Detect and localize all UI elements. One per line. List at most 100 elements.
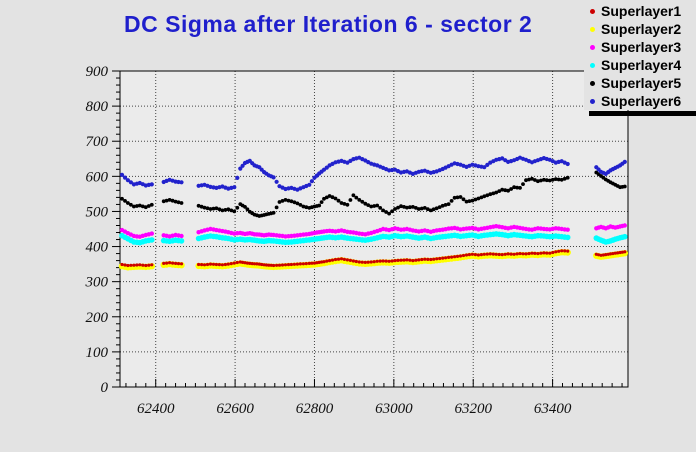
data-point bbox=[232, 261, 236, 265]
series-points-superlayer4 bbox=[119, 231, 628, 246]
data-point bbox=[286, 198, 291, 203]
data-point bbox=[536, 179, 540, 184]
data-point bbox=[240, 163, 245, 168]
data-point bbox=[411, 259, 415, 263]
data-point bbox=[450, 255, 454, 259]
data-point bbox=[503, 188, 508, 193]
data-point bbox=[208, 262, 213, 266]
data-point bbox=[173, 199, 178, 204]
legend-label: Superlayer2 bbox=[601, 21, 682, 37]
data-point bbox=[467, 253, 471, 257]
data-point bbox=[179, 233, 184, 239]
data-point bbox=[162, 261, 166, 265]
data-point bbox=[420, 257, 424, 262]
data-point bbox=[497, 252, 501, 257]
data-point bbox=[202, 263, 207, 267]
data-point bbox=[267, 263, 271, 267]
axis-ticks bbox=[112, 70, 623, 388]
data-point bbox=[129, 202, 133, 207]
data-point bbox=[122, 175, 128, 180]
data-point bbox=[165, 261, 169, 265]
data-point bbox=[432, 257, 436, 261]
data-point bbox=[126, 201, 130, 205]
data-point bbox=[506, 188, 510, 193]
data-point bbox=[208, 207, 213, 211]
series-points-superlayer1 bbox=[120, 249, 627, 268]
data-point bbox=[328, 259, 332, 263]
data-point bbox=[509, 252, 513, 256]
data-point bbox=[544, 178, 549, 183]
data-point bbox=[310, 261, 314, 265]
data-point bbox=[473, 197, 478, 202]
data-point bbox=[506, 252, 510, 256]
data-point bbox=[205, 262, 210, 267]
data-point bbox=[327, 194, 332, 198]
data-point bbox=[167, 198, 172, 202]
data-point bbox=[235, 260, 239, 265]
data-point bbox=[366, 260, 370, 264]
data-point bbox=[458, 254, 463, 258]
legend-shadow-bar bbox=[589, 111, 696, 116]
legend: Superlayer1 Superlayer2 Superlayer3 Superla… bbox=[584, 2, 696, 110]
data-point bbox=[248, 261, 252, 265]
data-point bbox=[280, 199, 285, 203]
data-point bbox=[360, 199, 365, 204]
data-point bbox=[211, 262, 216, 266]
data-point bbox=[497, 189, 502, 194]
legend-marker-icon bbox=[590, 44, 595, 50]
data-point bbox=[252, 262, 257, 266]
data-point bbox=[226, 262, 230, 266]
data-point bbox=[354, 195, 359, 200]
data-point bbox=[238, 166, 243, 171]
data-point bbox=[378, 206, 383, 210]
data-point bbox=[381, 208, 385, 213]
y-tick-label: 600 bbox=[86, 169, 109, 185]
data-point bbox=[164, 198, 169, 203]
data-point bbox=[235, 175, 240, 180]
data-point bbox=[336, 257, 341, 261]
data-point bbox=[144, 263, 148, 268]
data-point bbox=[539, 251, 543, 255]
data-point bbox=[354, 259, 358, 264]
data-point bbox=[390, 209, 394, 214]
legend-item: Superlayer4 bbox=[584, 56, 696, 74]
data-point bbox=[560, 249, 564, 253]
data-point bbox=[553, 177, 558, 182]
data-point bbox=[551, 250, 555, 255]
data-point bbox=[330, 195, 335, 200]
data-point bbox=[336, 198, 341, 203]
data-point bbox=[503, 252, 507, 256]
data-point bbox=[283, 198, 288, 202]
data-point bbox=[351, 193, 356, 198]
y-tick-label: 800 bbox=[86, 99, 109, 115]
data-point bbox=[396, 205, 400, 210]
data-point bbox=[485, 162, 490, 167]
data-point bbox=[458, 195, 463, 199]
data-point bbox=[348, 198, 353, 202]
data-point bbox=[126, 263, 130, 268]
data-point bbox=[473, 253, 477, 257]
data-point bbox=[440, 203, 445, 208]
data-point bbox=[325, 259, 329, 263]
data-point bbox=[381, 259, 385, 263]
y-tick-label: 400 bbox=[86, 240, 109, 256]
legend-marker-icon bbox=[590, 80, 595, 86]
data-point bbox=[275, 263, 279, 267]
legend-label: Superlayer1 bbox=[601, 3, 682, 19]
data-point bbox=[545, 251, 549, 255]
data-point bbox=[146, 204, 151, 208]
data-point bbox=[491, 252, 495, 256]
data-point bbox=[414, 206, 418, 210]
x-tick-label: 62600 bbox=[216, 401, 254, 417]
data-point bbox=[518, 186, 522, 190]
data-point bbox=[372, 204, 377, 208]
data-point bbox=[132, 204, 136, 209]
data-point bbox=[518, 252, 522, 256]
data-point bbox=[149, 202, 154, 207]
data-point bbox=[416, 207, 421, 211]
legend-marker-icon bbox=[590, 26, 595, 32]
data-point bbox=[174, 261, 178, 265]
data-point bbox=[214, 206, 219, 211]
data-point bbox=[168, 261, 172, 265]
data-point bbox=[214, 262, 218, 267]
